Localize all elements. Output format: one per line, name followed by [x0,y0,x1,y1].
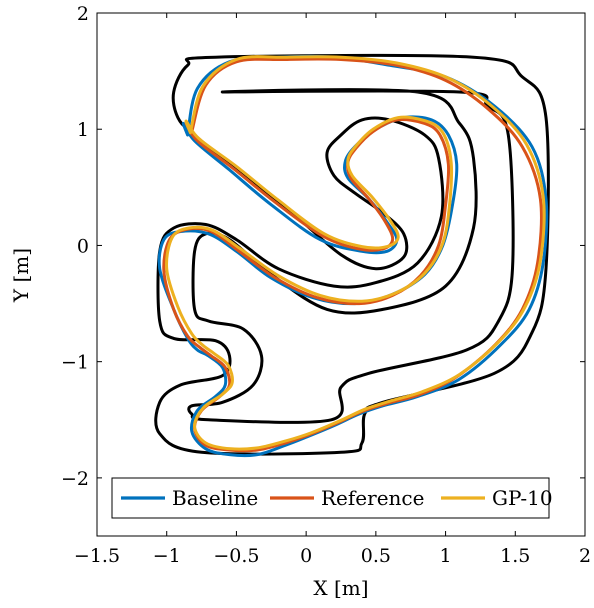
legend-label-reference: Reference [321,486,424,510]
x-tick-label: 2 [579,545,591,567]
y-tick-label: 1 [77,119,89,141]
legend-label-baseline: Baseline [172,486,258,510]
series-line-gp-10 [165,55,546,451]
plot-frame [96,12,586,537]
track-layer [154,53,550,456]
series-layer [157,54,549,458]
x-axis-label: X [m] [313,576,368,600]
y-tick-label: 2 [77,3,89,25]
series-line-reference [162,57,543,453]
y-tick-label: 0 [77,235,89,257]
y-tick-label: −1 [61,352,89,374]
x-tick-label: 0 [300,545,312,567]
x-tick-label: −1.5 [74,545,120,567]
y-tick-label: −2 [61,468,89,490]
tick-layer: −1.5 −1 −0.5 0 0.5 1 1.5 2 −2 −1 0 1 2 [61,3,591,567]
x-tick-label: −0.5 [213,545,259,567]
x-tick-label: 1.5 [500,545,530,567]
x-tick-label: 0.5 [361,545,391,567]
track-outer-boundary [154,53,550,456]
legend-label-gp10: GP-10 [492,486,553,510]
y-axis-label: Y [m] [9,248,33,303]
x-tick-label: 1 [440,545,452,567]
track-inner-boundary [187,88,515,424]
series-line-baseline [157,54,549,458]
legend: Baseline Reference GP-10 [111,477,553,519]
x-tick-label: −1 [153,545,181,567]
